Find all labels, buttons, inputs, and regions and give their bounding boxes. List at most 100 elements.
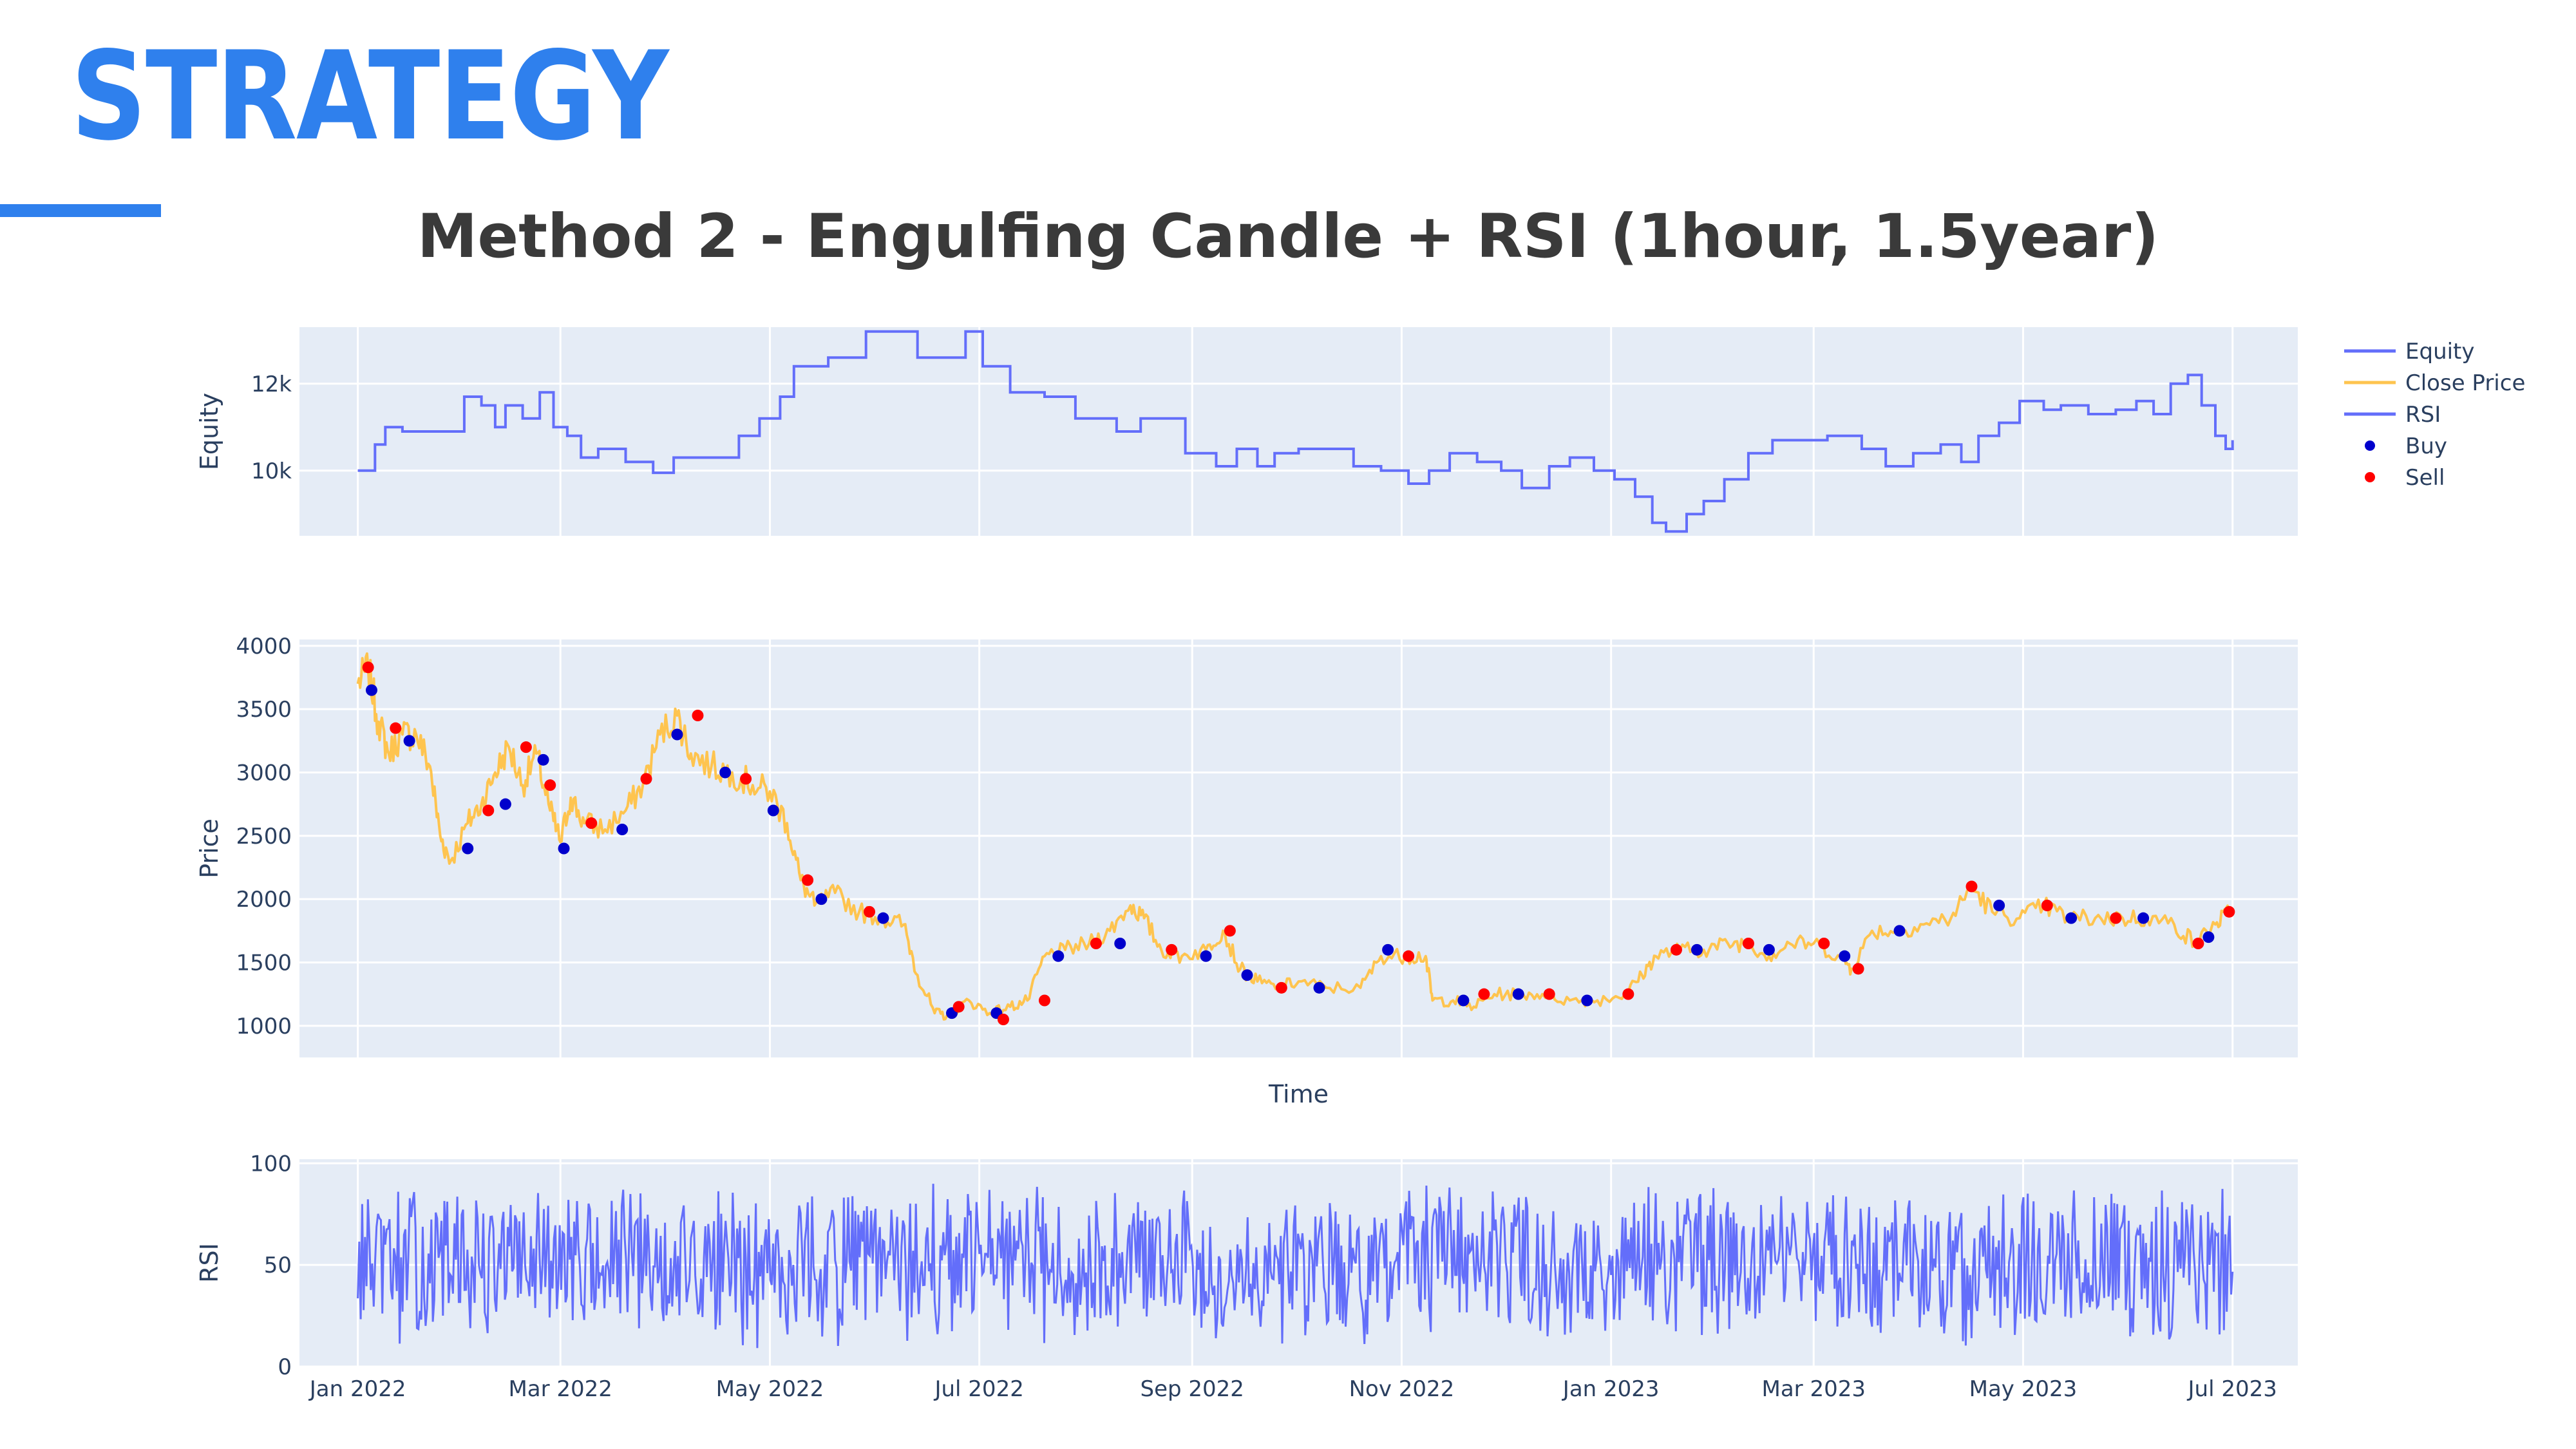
equity-plot-area	[299, 327, 2298, 536]
legend-marker-swatch	[2365, 472, 2375, 482]
x-tick-label: Mar 2022	[508, 1376, 612, 1402]
chart-legend[interactable]: Equity Close Price RSI Buy Sell	[2344, 339, 2525, 491]
buy-marker	[558, 842, 570, 855]
x-tick-label: Jul 2023	[2187, 1376, 2277, 1402]
sell-marker	[1965, 880, 1978, 893]
sell-marker	[740, 773, 752, 785]
sell-marker	[1852, 963, 1864, 975]
equity-axis-title: Equity	[195, 393, 223, 470]
price-y-tick-label: 2000	[236, 887, 292, 913]
equity-panel: 10k 12k Equity	[195, 327, 2298, 536]
x-tick-label: May 2023	[1969, 1376, 2078, 1402]
equity-line	[357, 330, 2234, 533]
legend-label: Sell	[2405, 465, 2445, 491]
rsi-axis-title: RSI	[195, 1243, 223, 1283]
rsi-y-tick-label: 50	[264, 1253, 292, 1278]
sell-marker	[640, 773, 652, 785]
legend-item-rsi[interactable]: RSI	[2344, 402, 2441, 428]
legend-item-buy[interactable]: Buy	[2365, 433, 2447, 459]
sell-marker	[2041, 900, 2053, 911]
buy-marker	[1241, 969, 1253, 981]
legend-label: RSI	[2405, 402, 2441, 428]
buy-marker	[1690, 943, 1703, 956]
x-tick-label: Jan 2022	[308, 1376, 406, 1402]
buy-marker	[537, 753, 549, 766]
price-y-tick-label: 4000	[236, 634, 292, 659]
sell-marker	[1275, 981, 1287, 994]
sell-marker	[2110, 912, 2122, 924]
buy-marker	[1512, 988, 1524, 1000]
legend-item-close-price[interactable]: Close Price	[2344, 370, 2525, 396]
sell-marker	[544, 779, 556, 791]
buy-marker	[365, 684, 377, 696]
legend-marker-swatch	[2365, 440, 2375, 451]
sell-marker	[802, 874, 814, 886]
price-plot-area	[299, 639, 2298, 1057]
price-y-tick-label: 1000	[236, 1014, 292, 1039]
sell-marker	[2223, 905, 2235, 918]
price-x-axis-title: Time	[1268, 1080, 1329, 1108]
legend-label: Buy	[2405, 433, 2447, 459]
rsi-y-tick-label: 100	[250, 1151, 292, 1177]
buy-marker	[1993, 900, 2005, 911]
buy-marker	[403, 735, 415, 747]
buy-marker	[877, 912, 889, 924]
sell-marker	[1090, 938, 1102, 949]
legend-label: Equity	[2405, 339, 2475, 365]
buy-marker	[499, 798, 511, 810]
sell-marker	[520, 741, 532, 753]
equity-y-tick-label: 12k	[251, 372, 292, 397]
buy-marker	[616, 824, 629, 835]
sell-marker	[1670, 943, 1682, 956]
buy-marker	[719, 766, 732, 779]
price-y-tick-label: 3000	[236, 761, 292, 786]
chart-title: Method 2 - Engulfing Candle + RSI (1hour…	[417, 202, 2159, 272]
sell-marker	[1166, 943, 1178, 956]
sell-marker	[997, 1014, 1009, 1025]
rsi-line	[357, 1184, 2234, 1349]
x-tick-label: Nov 2022	[1349, 1376, 1455, 1402]
sell-marker	[390, 722, 402, 734]
price-y-tick-label: 1500	[236, 951, 292, 976]
title-accent-bar	[0, 204, 161, 217]
buy-marker	[1114, 938, 1126, 949]
buy-marker	[2202, 931, 2215, 943]
sell-marker	[1478, 988, 1490, 1000]
buy-marker	[1382, 943, 1394, 956]
price-y-tick-label: 2500	[236, 824, 292, 849]
price-panel: 1000 1500 2000 2500 3000 3500 4000 Price Time	[195, 634, 2298, 1108]
sell-marker	[1622, 988, 1634, 1000]
close-price-line	[356, 652, 2231, 1021]
buy-marker	[1893, 925, 1906, 937]
sell-marker	[482, 804, 495, 817]
sell-marker	[952, 1001, 965, 1013]
sell-marker	[585, 817, 598, 829]
legend-label: Close Price	[2405, 370, 2525, 396]
buy-marker	[767, 804, 779, 817]
rsi-panel: 0 50 100 RSI Jan 2022 Mar 2022 May 2022 Jul 202…	[195, 1151, 2298, 1402]
price-y-tick-label: 3500	[236, 697, 292, 723]
sell-marker	[2192, 938, 2204, 949]
sell-marker	[1818, 938, 1830, 949]
sell-marker	[1038, 994, 1050, 1007]
sell-marker	[864, 905, 876, 918]
legend-item-sell[interactable]: Sell	[2365, 465, 2445, 491]
sell-marker	[1403, 950, 1415, 962]
x-tick-label: Jul 2022	[933, 1376, 1023, 1402]
sell-marker	[362, 661, 374, 674]
rsi-y-tick-label: 0	[278, 1354, 292, 1380]
price-axis-title: Price	[195, 819, 223, 878]
buy-marker	[1200, 950, 1212, 962]
buy-marker	[2137, 912, 2150, 924]
equity-y-tick-label: 10k	[251, 459, 292, 484]
x-tick-label: Mar 2023	[1762, 1376, 1866, 1402]
slide-title: STRATEGY	[71, 25, 669, 167]
sell-marker	[1742, 938, 1754, 949]
buy-marker	[1457, 994, 1470, 1007]
x-tick-label: Jan 2023	[1562, 1376, 1660, 1402]
legend-item-equity[interactable]: Equity	[2344, 339, 2475, 365]
sell-marker	[692, 710, 704, 721]
buy-marker	[1581, 994, 1593, 1007]
x-tick-label: Sep 2022	[1141, 1376, 1244, 1402]
